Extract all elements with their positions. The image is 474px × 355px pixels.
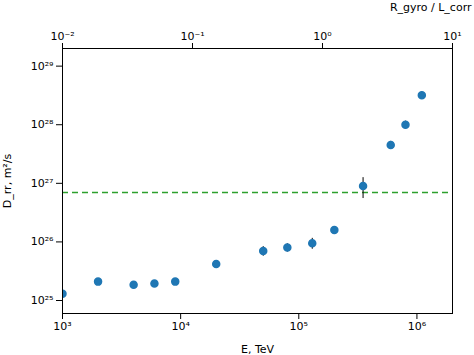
svg-text:D_rr, m²/s: D_rr, m²/s bbox=[1, 154, 14, 209]
svg-text:10⁶: 10⁶ bbox=[408, 320, 427, 333]
svg-text:10¹: 10¹ bbox=[443, 30, 461, 43]
svg-text:E, TeV: E, TeV bbox=[241, 343, 275, 355]
svg-text:10²⁵: 10²⁵ bbox=[31, 294, 54, 307]
svg-text:10⁻¹: 10⁻¹ bbox=[180, 30, 204, 43]
svg-text:10²⁷: 10²⁷ bbox=[31, 177, 54, 190]
svg-text:10⁻²: 10⁻² bbox=[50, 30, 74, 43]
svg-text:R_gyro / L_corr: R_gyro / L_corr bbox=[390, 1, 472, 14]
svg-text:10²⁸: 10²⁸ bbox=[31, 118, 54, 131]
svg-text:10²⁹: 10²⁹ bbox=[31, 60, 54, 73]
svg-text:10⁵: 10⁵ bbox=[290, 320, 308, 333]
svg-text:10⁴: 10⁴ bbox=[171, 320, 190, 333]
svg-text:10⁰: 10⁰ bbox=[313, 30, 332, 43]
svg-text:10³: 10³ bbox=[53, 320, 71, 333]
svg-text:10²⁶: 10²⁶ bbox=[31, 235, 54, 248]
